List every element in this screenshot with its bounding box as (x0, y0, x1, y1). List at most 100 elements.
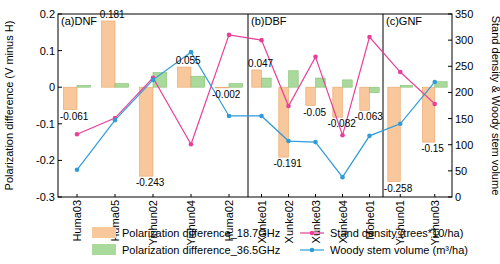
bar (279, 87, 289, 157)
x-tick (77, 194, 78, 197)
legend-label: Woody stem volume (m³/ha) (330, 244, 468, 256)
data-label: -0.002 (212, 89, 241, 100)
data-label: 0.047 (248, 58, 273, 69)
x-tick (153, 194, 154, 197)
x-tick (115, 194, 116, 197)
line-marker (75, 132, 80, 137)
bar (115, 84, 129, 88)
legend-swatch (92, 244, 116, 255)
panel-title: (c)GNF (386, 15, 422, 27)
y2-tick-label: 100 (455, 139, 473, 151)
line-marker (113, 118, 118, 123)
y-tick (58, 197, 62, 198)
data-label: -0.063 (354, 111, 383, 122)
line (77, 52, 435, 177)
line (77, 35, 435, 144)
data-labels: -0.0610.181-0.2430.055-0.0020.047-0.191-… (60, 9, 444, 194)
y2-tick (448, 66, 452, 67)
x-tick (229, 194, 230, 197)
y-tick-label: 0 (49, 81, 55, 93)
bar (191, 76, 205, 87)
data-label: -0.082 (327, 118, 356, 129)
bar (63, 87, 77, 109)
line-marker (151, 78, 156, 83)
chart: (a)DNF(b)DBF(c)GNF-0.3-0.2-0.100.10.2050… (0, 0, 500, 264)
y2-tick (448, 40, 452, 41)
bar (262, 78, 272, 87)
line-marker (286, 139, 291, 144)
x-tick-label: Xunke03 (310, 200, 322, 243)
line-marker (432, 80, 437, 85)
y-tick-label: -0.3 (36, 191, 55, 203)
y-tick-label: 0.1 (40, 45, 55, 57)
x-tick (342, 194, 343, 197)
y-tick (58, 160, 62, 161)
y-tick-label: -0.1 (36, 118, 55, 130)
legend-label: Stand density (trees*10/ha) (330, 227, 463, 239)
bar (77, 85, 91, 87)
x-tick (400, 194, 401, 197)
plot-frame (58, 14, 452, 197)
x-tick (288, 194, 289, 197)
y-tick-label: 0.2 (40, 8, 55, 20)
line-marker (398, 122, 403, 127)
line-marker (259, 38, 264, 43)
bar (370, 87, 380, 92)
panel-divider (383, 14, 384, 197)
data-label: 0.055 (176, 55, 201, 66)
y2-tick (448, 197, 452, 198)
line-marker (340, 175, 345, 180)
bar (400, 85, 412, 87)
line-marker (313, 55, 318, 60)
line-marker (189, 142, 194, 147)
data-label: 0.181 (100, 9, 125, 20)
bar (360, 87, 370, 110)
y2-tick-label: 150 (455, 113, 473, 125)
line-marker (313, 140, 318, 145)
y-tick (58, 87, 62, 88)
bar (388, 87, 400, 181)
x-tick (315, 194, 316, 197)
y2-tick-label: 200 (455, 86, 473, 98)
legend-label: Polarization difference_18.7GHz (122, 227, 280, 239)
legend-swatch (92, 227, 116, 238)
y-tick (58, 123, 62, 124)
data-label: -0.061 (60, 111, 89, 122)
data-label: -0.191 (273, 158, 302, 169)
bar (306, 87, 316, 105)
bar (343, 80, 353, 87)
legend-label: Polarization difference_36.5GHz (122, 244, 280, 256)
y2-tick-label: 0 (455, 191, 461, 203)
y-tick (58, 50, 62, 51)
line-marker (189, 50, 194, 55)
panel-title: (a)DNF (61, 15, 97, 27)
y2-tick (448, 144, 452, 145)
line-marker (286, 104, 291, 109)
bar (289, 71, 299, 87)
line-marker (259, 114, 264, 119)
y2-tick (448, 92, 452, 93)
x-tick (191, 194, 192, 197)
line-marker (398, 70, 403, 75)
line-marker (75, 168, 80, 173)
line-marker (227, 33, 232, 38)
bar (229, 84, 243, 88)
x-tick (434, 194, 435, 197)
y-tick-label: -0.2 (36, 154, 55, 166)
legend: Polarization difference_18.7GHz Polarizat… (92, 227, 468, 256)
line-marker (340, 133, 345, 138)
y2-axis-title: Stand density & Woody stem volume (490, 16, 500, 196)
panel-title: (b)DBF (251, 15, 287, 27)
x-tick (261, 194, 262, 197)
line-marker (227, 114, 232, 119)
panel-divider (248, 14, 249, 197)
bar (101, 21, 115, 87)
y2-tick-label: 250 (455, 60, 473, 72)
line-marker (367, 134, 372, 139)
marks (63, 21, 447, 182)
bar (252, 70, 262, 87)
data-label: -0.258 (384, 183, 413, 194)
y-axis-title: Polarization difference (V minus H) (3, 21, 15, 191)
y-tick (58, 14, 62, 15)
x-tick-label: Xunke02 (283, 200, 295, 243)
